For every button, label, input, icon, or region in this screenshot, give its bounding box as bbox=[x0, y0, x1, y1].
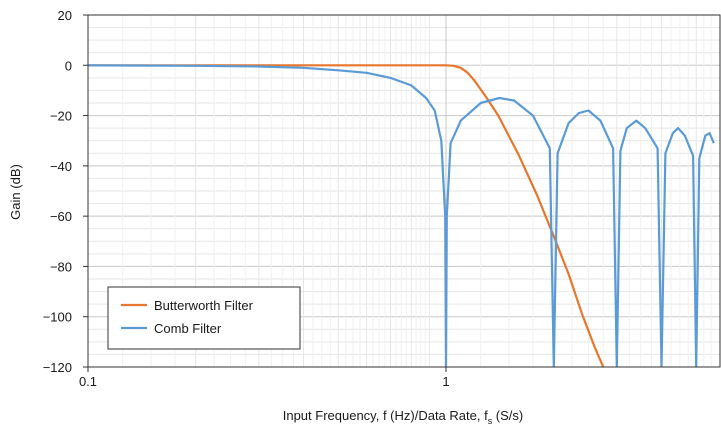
x-axis-title: Input Frequency, f (Hz)/Data Rate, fs (S… bbox=[283, 408, 524, 426]
y-tick-label: −60 bbox=[50, 209, 72, 224]
y-tick-label: 0 bbox=[65, 58, 72, 73]
legend: Butterworth Filter Comb Filter bbox=[107, 286, 301, 350]
plot-border bbox=[87, 14, 721, 368]
y-tick-label: −20 bbox=[50, 109, 72, 124]
y-axis-title: Gain (dB) bbox=[8, 164, 23, 220]
y-tick-label: −80 bbox=[50, 259, 72, 274]
y-tick-label: 20 bbox=[58, 8, 72, 23]
tick-labels: 20 0 −20 −40 −60 −80 −100 −120 0.1 1 bbox=[43, 8, 450, 389]
legend-box bbox=[107, 286, 301, 350]
x-axis-title-subscript: s bbox=[488, 416, 493, 426]
x-tick-label: 0.1 bbox=[79, 374, 97, 389]
series-lines bbox=[88, 64, 715, 367]
y-tick-label: −40 bbox=[50, 159, 72, 174]
series-line-comb-filter bbox=[88, 64, 715, 367]
legend-label-butterworth: Butterworth Filter bbox=[154, 298, 254, 313]
legend-label-comb: Comb Filter bbox=[154, 321, 222, 336]
y-tick-label: −100 bbox=[43, 310, 72, 325]
x-axis-title-tail: (S/s) bbox=[492, 408, 523, 423]
series-line-butterworth-filter bbox=[88, 64, 605, 367]
y-tick-label: −120 bbox=[43, 360, 72, 375]
x-tick-label: 1 bbox=[442, 374, 449, 389]
